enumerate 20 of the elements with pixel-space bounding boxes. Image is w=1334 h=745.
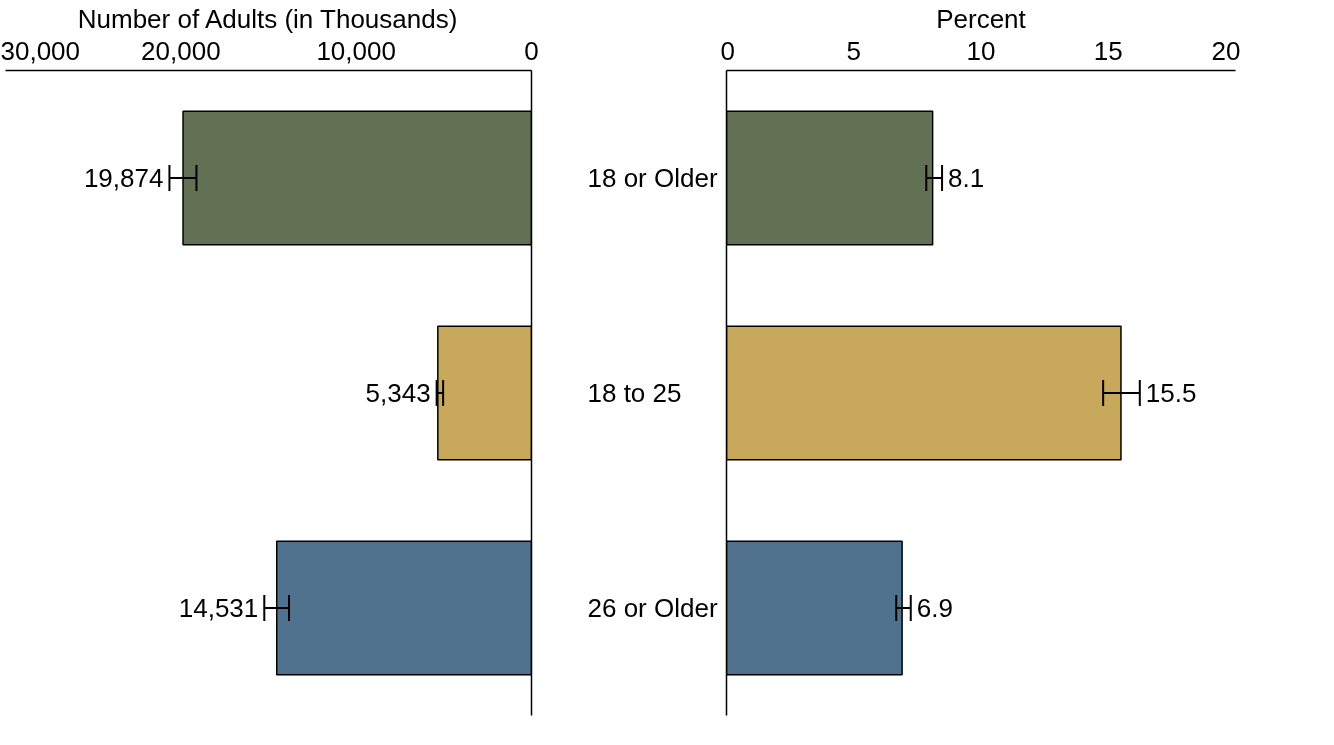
y-tick-label: 26 or Older (587, 593, 718, 623)
data-label: 5,343 (365, 378, 431, 408)
x-tick-label: 5 (846, 35, 861, 66)
x-tick-label: 20,000 (141, 35, 221, 66)
x-tick-label: 30,000 (0, 35, 81, 66)
data-label: 15.5 (1145, 378, 1197, 408)
x-axis-title: Number of Adults (in Thousands) (77, 3, 458, 34)
x-tick-label: 15 (1093, 35, 1123, 66)
data-label: 8.1 (948, 163, 985, 193)
x-tick-label: 10,000 (316, 35, 396, 66)
data-label: 14,531 (178, 593, 259, 623)
y-tick-label: 18 or Older (587, 163, 718, 193)
data-label: 19,874 (83, 163, 164, 193)
y-tick-label: 18 to 25 (587, 378, 682, 408)
data-label: 6.9 (916, 593, 953, 623)
x-axis-title: Percent (936, 3, 1027, 34)
x-tick-label: 0 (720, 35, 735, 66)
x-tick-label: 20 (1211, 35, 1241, 66)
x-tick-label: 0 (524, 35, 539, 66)
x-tick-label: 10 (966, 35, 996, 66)
